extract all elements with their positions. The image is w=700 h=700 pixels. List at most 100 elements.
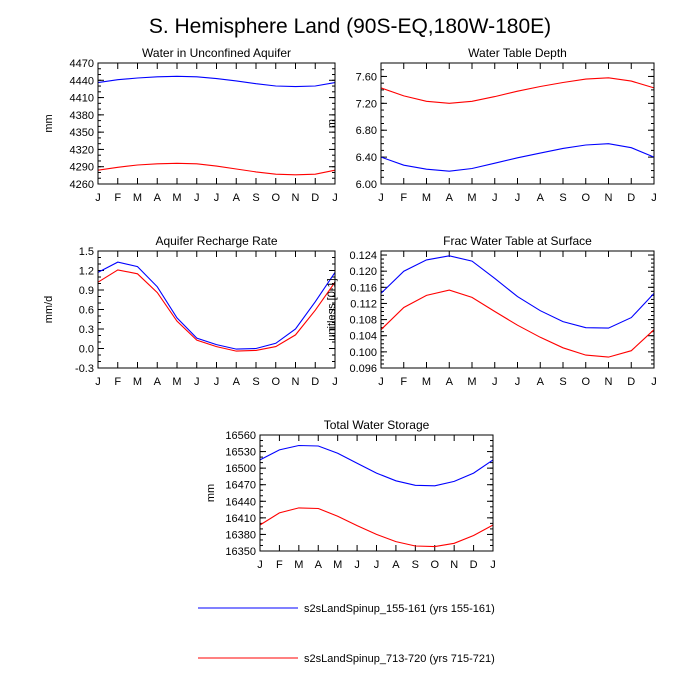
x-tick-label: A <box>154 192 162 204</box>
y-tick-label: -0.3 <box>75 363 94 375</box>
y-tick-label: 0.112 <box>350 298 377 310</box>
x-tick-label: F <box>114 192 121 204</box>
x-tick-label: O <box>430 559 439 571</box>
panel-3: Aquifer Recharge Rate mm/d -0.3 0.0 0.3 0.6 0.… <box>43 234 338 388</box>
x-tick-label: F <box>276 559 283 571</box>
x-tick-label: D <box>311 376 319 388</box>
y-tick-label: 4410 <box>70 93 94 105</box>
x-tick-label: N <box>292 376 300 388</box>
x-tick-label: J <box>332 376 338 388</box>
series-line-red <box>380 289 655 358</box>
panel-1: Water in Unconfined Aquifer mm 4260 4290 432… <box>43 46 338 204</box>
x-tick-label: S <box>252 376 259 388</box>
y-axis-label: mm <box>43 114 55 132</box>
x-tick-label: A <box>233 376 241 388</box>
y-tick-label: 6.00 <box>356 179 377 191</box>
x-tick-label: A <box>537 192 545 204</box>
figure-title: S. Hemisphere Land (90S-EQ,180W-180E) <box>149 15 551 38</box>
y-tick-label: 16380 <box>225 529 256 541</box>
series-line-red <box>97 162 336 176</box>
panel-title: Water in Unconfined Aquifer <box>142 46 291 60</box>
series-line-blue <box>97 75 336 88</box>
y-tick-label: 0.100 <box>349 347 377 359</box>
x-tick-label: M <box>172 192 181 204</box>
x-tick-label: J <box>214 376 220 388</box>
x-tick-label: A <box>537 376 545 388</box>
series-line-red <box>380 77 655 104</box>
y-axis-label: mm <box>205 484 217 502</box>
plot-frame <box>380 62 655 185</box>
x-tick-label: J <box>354 559 360 571</box>
y-tick-label: 0.9 <box>79 285 94 297</box>
y-tick-label: 0.096 <box>349 363 377 375</box>
y-tick-label: 7.20 <box>356 98 377 110</box>
y-axis-label: unitless [0-1] <box>326 278 338 340</box>
panel-title: Frac Water Table at Surface <box>443 234 592 248</box>
y-axis-label: mm/d <box>43 296 55 324</box>
plot-frame <box>259 434 494 552</box>
y-tick-label: 0.3 <box>79 324 94 336</box>
x-tick-label: S <box>412 559 419 571</box>
x-tick-label: N <box>450 559 458 571</box>
x-tick-label: J <box>490 559 496 571</box>
series-line-blue <box>259 444 494 487</box>
x-tick-label: F <box>400 192 407 204</box>
series-line-blue <box>97 261 336 350</box>
y-tick-label: 6.80 <box>356 125 377 137</box>
panel-5: Total Water Storage mm 16350 16380 16410 1644… <box>205 418 496 571</box>
x-tick-label: N <box>292 192 300 204</box>
x-tick-label: D <box>311 192 319 204</box>
legend-label-blue: s2sLandSpinup_155-161 (yrs 155-161) <box>304 603 495 615</box>
x-tick-label: A <box>446 192 454 204</box>
x-tick-label: D <box>470 559 478 571</box>
legend: s2sLandSpinup_155-161 (yrs 155-161) s2sL… <box>198 603 495 665</box>
x-tick-label: S <box>559 192 566 204</box>
x-tick-label: S <box>559 376 566 388</box>
x-tick-label: J <box>257 559 263 571</box>
y-tick-label: 0.120 <box>349 266 377 278</box>
x-tick-label: O <box>581 376 590 388</box>
plot-frame <box>97 250 336 369</box>
x-tick-label: M <box>294 559 303 571</box>
x-tick-label: J <box>515 192 521 204</box>
x-tick-label: M <box>422 376 431 388</box>
x-tick-label: F <box>400 376 407 388</box>
x-tick-label: J <box>214 192 220 204</box>
y-tick-label: 4380 <box>70 110 94 122</box>
x-tick-label: M <box>467 192 476 204</box>
x-tick-label: M <box>467 376 476 388</box>
x-tick-label: A <box>315 559 323 571</box>
y-tick-label: 16530 <box>225 447 256 459</box>
y-tick-label: 16410 <box>225 513 256 525</box>
x-tick-label: J <box>378 192 384 204</box>
x-tick-label: O <box>581 192 590 204</box>
y-tick-label: 4320 <box>70 144 94 156</box>
y-tick-label: 0.116 <box>350 282 377 294</box>
y-tick-label: 4440 <box>70 75 94 87</box>
y-tick-label: 0.108 <box>349 315 377 327</box>
x-tick-label: S <box>252 192 259 204</box>
x-tick-label: J <box>492 192 498 204</box>
x-tick-label: A <box>446 376 454 388</box>
y-tick-label: 16560 <box>225 430 256 442</box>
y-tick-label: 4260 <box>70 179 94 191</box>
y-tick-label: 4350 <box>70 127 94 139</box>
y-tick-label: 0.104 <box>349 331 377 343</box>
legend-label-red: s2sLandSpinup_713-720 (yrs 715-721) <box>304 653 495 665</box>
series-line-blue <box>380 143 655 172</box>
x-tick-label: A <box>233 192 241 204</box>
x-tick-label: O <box>271 192 280 204</box>
x-tick-label: F <box>114 376 121 388</box>
y-tick-label: 1.2 <box>79 266 94 278</box>
x-tick-label: M <box>133 376 142 388</box>
x-tick-label: J <box>378 376 384 388</box>
y-tick-label: 16470 <box>225 480 256 492</box>
x-tick-label: J <box>194 192 200 204</box>
x-tick-label: J <box>374 559 380 571</box>
x-tick-label: D <box>627 376 635 388</box>
x-tick-label: A <box>154 376 162 388</box>
panel-title: Water Table Depth <box>468 46 567 60</box>
y-tick-label: 16350 <box>225 546 256 558</box>
x-tick-label: J <box>332 192 338 204</box>
